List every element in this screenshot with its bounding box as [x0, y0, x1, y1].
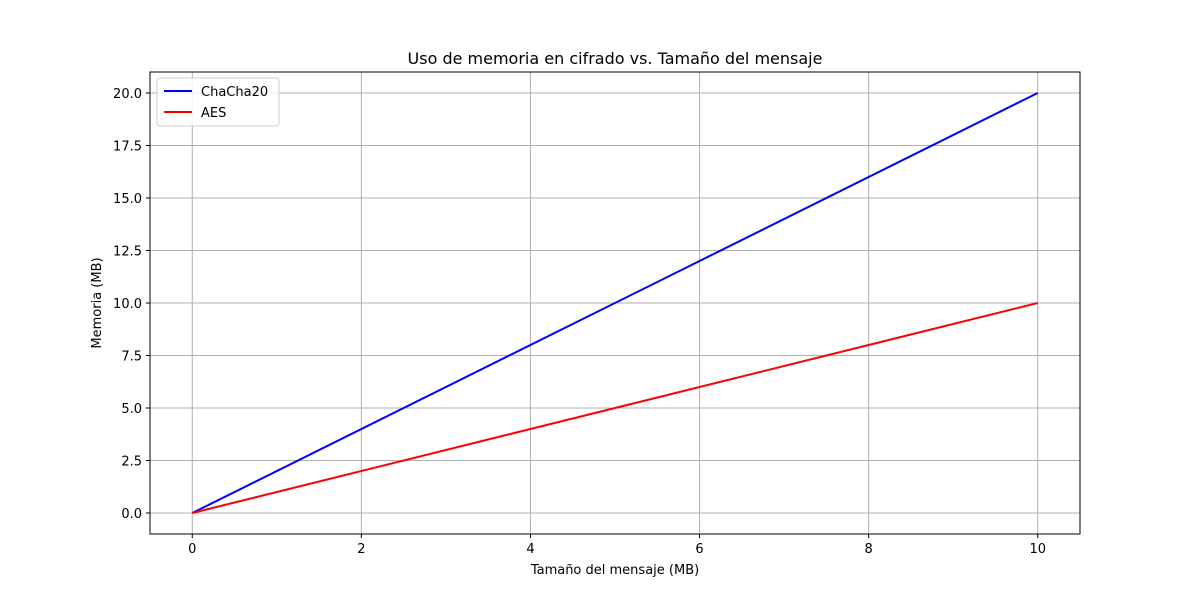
axis-ticks: 0 2 4 6 8 10 0.0 2.5 5.0 7.5 10.0 12.5 15.0 17.5 20.0 — [113, 87, 1046, 557]
legend-label-aes: AES — [201, 106, 226, 121]
chart-title: Uso de memoria en cifrado vs. Tamaño del… — [408, 49, 823, 68]
legend-label-chacha20: ChaCha20 — [201, 85, 268, 100]
series-line-aes — [192, 302, 1038, 514]
y-axis-label: Memoria (MB) — [90, 257, 105, 348]
x-tick-label: 8 — [864, 542, 872, 557]
y-tick-label: 0.0 — [121, 507, 142, 522]
x-axis-label: Tamaño del mensaje (MB) — [530, 563, 699, 578]
y-tick-label: 10.0 — [113, 297, 142, 312]
x-tick-label: 4 — [526, 542, 534, 557]
series-line-chacha20 — [191, 92, 1039, 514]
x-tick-label: 0 — [188, 542, 196, 557]
x-tick-label: 2 — [357, 542, 365, 557]
x-tick-label: 6 — [695, 542, 703, 557]
y-tick-label: 7.5 — [121, 350, 142, 365]
y-tick-label: 12.5 — [113, 245, 142, 260]
y-tick-label: 2.5 — [121, 455, 142, 470]
y-tick-label: 15.0 — [113, 192, 142, 207]
y-tick-label: 5.0 — [121, 402, 142, 417]
x-tick-label: 10 — [1029, 542, 1046, 557]
legend: ChaCha20 AES — [156, 77, 280, 127]
y-tick-label: 17.5 — [113, 140, 142, 155]
series-lines — [191, 92, 1039, 514]
y-tick-label: 20.0 — [113, 87, 142, 102]
